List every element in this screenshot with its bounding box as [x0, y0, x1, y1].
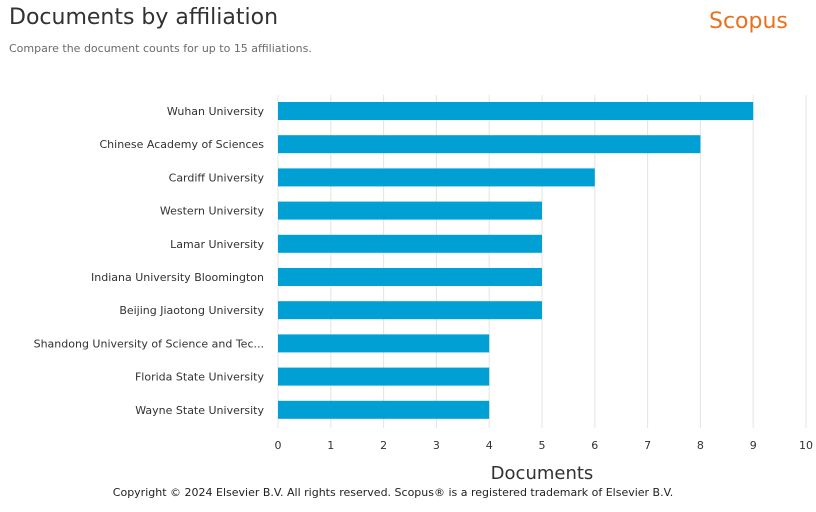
bar[interactable]	[278, 400, 490, 419]
category-label: Indiana University Bloomington	[91, 271, 264, 284]
category-label: Beijing Jiaotong University	[119, 304, 264, 317]
x-tick-label: 10	[799, 439, 813, 452]
category-label: Wayne State University	[135, 404, 264, 417]
category-labels: Wuhan University Chinese Academy of Scien…	[34, 105, 265, 417]
category-label: Florida State University	[135, 371, 265, 384]
x-axis-ticks: 0 1 2 3 4 5 6 7 8 9 10	[275, 439, 814, 452]
x-tick-label: 3	[433, 439, 440, 452]
bar[interactable]	[278, 135, 701, 154]
bars	[278, 102, 754, 419]
bar[interactable]	[278, 334, 490, 353]
x-tick-label: 5	[539, 439, 546, 452]
bar[interactable]	[278, 234, 542, 253]
copyright-notice: Copyright © 2024 Elsevier B.V. All right…	[112, 486, 674, 499]
x-tick-label: 1	[327, 439, 334, 452]
bar[interactable]	[278, 301, 542, 320]
bar[interactable]	[278, 367, 490, 386]
category-label: Shandong University of Science and Tec..…	[34, 337, 264, 350]
x-axis-label: Documents	[491, 463, 594, 484]
x-tick-label: 7	[644, 439, 651, 452]
category-label: Western University	[160, 205, 265, 218]
category-label: Lamar University	[170, 238, 264, 251]
scopus-logo[interactable]: Scopus	[709, 9, 788, 34]
chart-title: Documents by affiliation	[9, 5, 279, 30]
x-tick-label: 8	[697, 439, 704, 452]
bar[interactable]	[278, 201, 542, 220]
category-label: Wuhan University	[167, 105, 265, 118]
chart-subtitle: Compare the document counts for up to 15…	[9, 42, 312, 55]
x-tick-label: 2	[380, 439, 387, 452]
x-tick-label: 6	[591, 439, 598, 452]
category-label: Chinese Academy of Sciences	[99, 138, 264, 151]
bar[interactable]	[278, 168, 595, 187]
bar[interactable]	[278, 102, 754, 120]
x-tick-label: 4	[486, 439, 493, 452]
x-tick-label: 0	[275, 439, 282, 452]
category-label: Cardiff University	[169, 171, 265, 184]
x-tick-label: 9	[750, 439, 757, 452]
bar[interactable]	[278, 268, 542, 286]
